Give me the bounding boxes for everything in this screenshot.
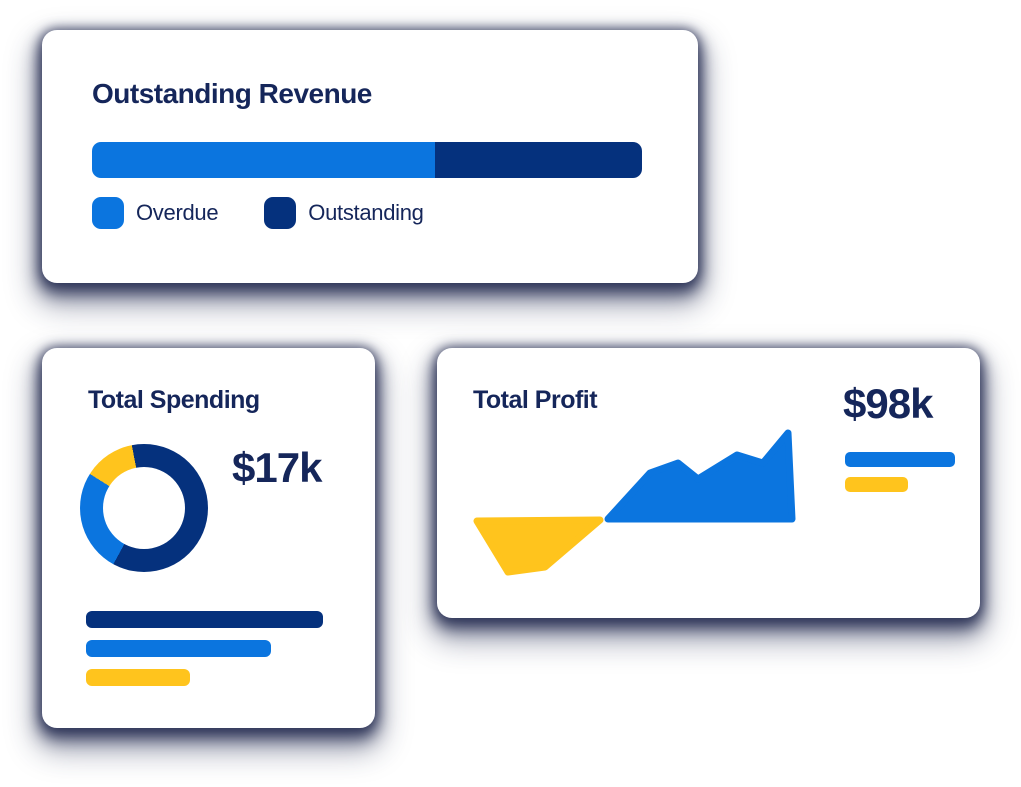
legend-label: Outstanding [308, 200, 424, 225]
total-profit-title: Total Profit [473, 386, 598, 414]
spending-bar [86, 611, 323, 628]
revenue-bar-segment-outstanding [435, 142, 642, 178]
legend-swatch [92, 197, 124, 229]
revenue-bar-segment-overdue [92, 142, 436, 178]
spending-bar [86, 640, 271, 657]
legend-label: Overdue [136, 200, 219, 225]
revenue-legend: Overdue Outstanding [92, 197, 424, 229]
spending-bar [86, 669, 191, 686]
spending-donut-chart [80, 444, 208, 572]
profit-detail-bars [845, 452, 955, 502]
outstanding-revenue-card: Outstanding Revenue Overdue Outstanding [42, 30, 698, 283]
total-spending-value: $17k [232, 444, 322, 491]
total-profit-value: $98k [843, 380, 933, 427]
outstanding-revenue-title: Outstanding Revenue [92, 78, 372, 109]
total-spending-title: Total Spending [88, 386, 260, 414]
spending-detail-bars [86, 611, 323, 698]
profit-area-loss [473, 516, 604, 576]
donut-hole [103, 467, 185, 549]
revenue-stacked-bar [92, 142, 642, 178]
legend-item-outstanding: Outstanding [264, 197, 424, 229]
total-spending-card: Total Spending $17k [42, 348, 375, 728]
profit-area-chart [473, 429, 796, 576]
total-profit-card: Total Profit $98k [437, 348, 980, 618]
profit-bar [845, 477, 908, 492]
profit-area-gain [604, 429, 796, 523]
legend-swatch [264, 197, 297, 229]
profit-bar [845, 452, 955, 467]
legend-item-overdue: Overdue [92, 197, 219, 229]
